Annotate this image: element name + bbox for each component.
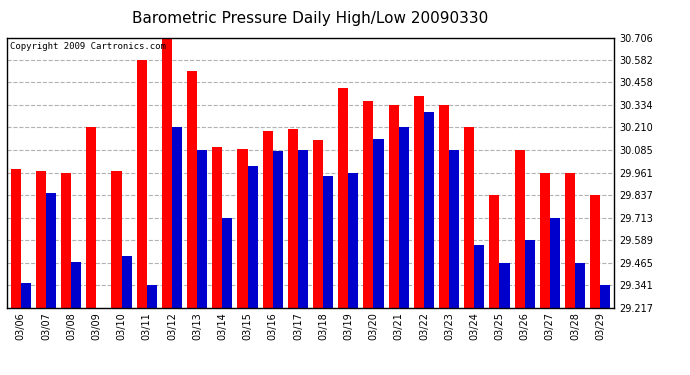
Bar xyxy=(288,129,298,308)
Bar xyxy=(46,193,56,308)
Bar xyxy=(500,262,509,308)
Bar xyxy=(121,256,132,307)
Bar xyxy=(71,262,81,308)
Bar xyxy=(575,262,585,308)
Bar xyxy=(540,172,550,308)
Text: Barometric Pressure Daily High/Low 20090330: Barometric Pressure Daily High/Low 20090… xyxy=(132,11,489,26)
Bar xyxy=(112,171,121,308)
Bar xyxy=(590,195,600,308)
Bar xyxy=(388,105,399,308)
Bar xyxy=(263,131,273,308)
Bar xyxy=(489,195,500,308)
Bar xyxy=(550,217,560,308)
Bar xyxy=(364,101,373,308)
Bar xyxy=(36,171,46,308)
Bar xyxy=(147,285,157,308)
Bar xyxy=(565,172,575,308)
Bar xyxy=(464,128,474,308)
Bar xyxy=(399,128,408,308)
Bar xyxy=(273,151,283,308)
Bar xyxy=(515,150,524,308)
Bar xyxy=(222,217,233,308)
Bar xyxy=(414,96,424,308)
Bar xyxy=(474,245,484,308)
Bar xyxy=(600,285,611,308)
Bar xyxy=(373,139,384,308)
Bar xyxy=(162,38,172,308)
Bar xyxy=(61,173,71,308)
Bar xyxy=(338,87,348,308)
Bar xyxy=(524,240,535,308)
Bar xyxy=(21,284,31,308)
Bar xyxy=(213,147,222,308)
Bar xyxy=(323,176,333,308)
Bar xyxy=(424,112,434,308)
Bar xyxy=(237,149,248,308)
Bar xyxy=(172,128,182,308)
Bar xyxy=(86,128,97,308)
Bar xyxy=(197,150,207,308)
Bar xyxy=(439,105,449,308)
Bar xyxy=(348,172,358,308)
Bar xyxy=(248,165,257,308)
Text: Copyright 2009 Cartronics.com: Copyright 2009 Cartronics.com xyxy=(10,42,166,51)
Bar xyxy=(298,150,308,308)
Bar xyxy=(449,150,459,308)
Bar xyxy=(313,140,323,308)
Bar xyxy=(187,71,197,308)
Bar xyxy=(10,169,21,308)
Bar xyxy=(137,60,147,308)
